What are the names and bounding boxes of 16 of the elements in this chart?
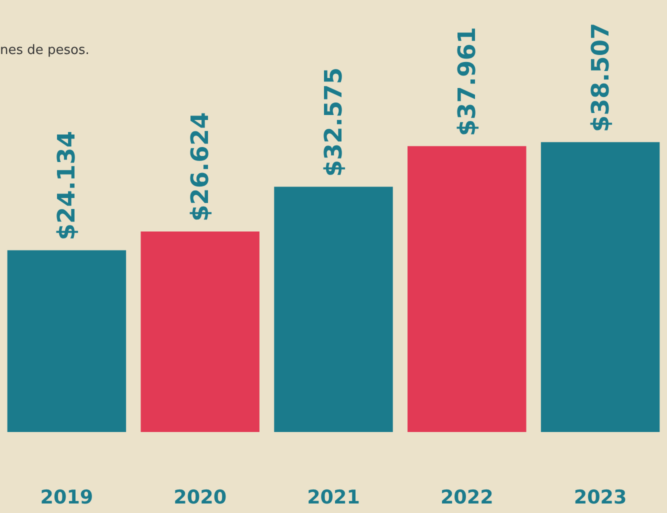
- chart-subtitle: nes de pesos.: [0, 43, 90, 58]
- x-tick-label: 2020: [174, 486, 227, 508]
- x-tick-label: 2022: [440, 486, 494, 508]
- bar: [274, 186, 393, 432]
- x-tick-label: 2019: [40, 486, 94, 508]
- data-label: $24.134: [52, 130, 81, 240]
- data-label: $37.961: [452, 26, 481, 136]
- x-tick-label: 2023: [574, 486, 627, 508]
- x-tick-label: 2021: [307, 486, 360, 508]
- bar: [140, 232, 260, 432]
- bar: [7, 250, 126, 432]
- data-label: $26.624: [186, 112, 214, 222]
- data-label: $32.575: [320, 67, 348, 177]
- bar: [408, 146, 526, 432]
- bar: [540, 142, 660, 432]
- data-label: $38.507: [586, 22, 614, 132]
